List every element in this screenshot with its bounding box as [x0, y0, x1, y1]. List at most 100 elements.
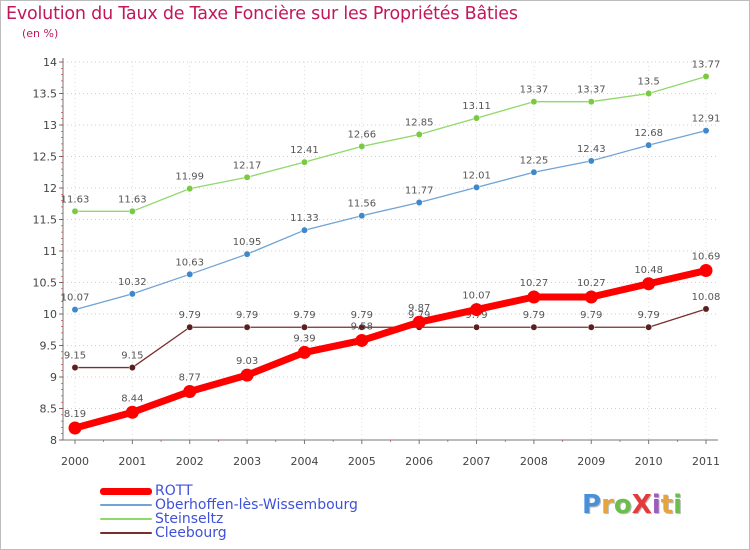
y-tick-label: 13: [43, 119, 57, 132]
y-tick-label: 10: [43, 308, 57, 321]
y-tick-label: 8.5: [40, 403, 58, 416]
data-point-rott: [642, 277, 656, 291]
data-label-steinseltz: 11.63: [118, 194, 147, 205]
data-point-oberhoffen-l-s-wissembourg: [473, 183, 480, 191]
x-tick-label: 2008: [520, 455, 548, 468]
data-label-cleebourg: 9.79: [351, 310, 373, 321]
x-tick-label: 2004: [290, 455, 318, 468]
data-label-oberhoffen-l-s-wissembourg: 10.07: [61, 293, 90, 304]
data-point-cleebourg: [71, 364, 79, 371]
data-point-cleebourg: [473, 323, 480, 331]
data-point-steinseltz: [186, 185, 194, 193]
data-label-rott: 10.07: [462, 291, 491, 302]
data-point-rott: [183, 384, 197, 398]
y-tick-label: 8: [50, 434, 57, 447]
data-point-oberhoffen-l-s-wissembourg: [645, 141, 653, 149]
data-point-steinseltz: [473, 114, 480, 122]
logo-letter: o: [613, 490, 632, 520]
data-label-cleebourg: 9.79: [179, 310, 201, 321]
data-point-cleebourg: [243, 323, 251, 331]
data-point-steinseltz: [71, 207, 79, 215]
x-tick-label: 2009: [577, 455, 605, 468]
x-tick-label: 2003: [233, 455, 261, 468]
data-point-cleebourg: [587, 323, 595, 331]
data-label-rott: 9.58: [351, 321, 373, 332]
chart-title: Evolution du Taux de Taxe Foncière sur l…: [6, 4, 518, 24]
data-label-rott: 8.77: [179, 372, 201, 383]
data-point-steinseltz: [128, 207, 136, 215]
data-label-steinseltz: 12.17: [233, 160, 262, 171]
y-tick-label: 11.5: [33, 214, 58, 227]
data-point-oberhoffen-l-s-wissembourg: [301, 226, 308, 234]
data-label-oberhoffen-l-s-wissembourg: 11.77: [405, 185, 434, 196]
series-line-oberhoffen-l-s-wissembourg: [74, 130, 707, 311]
data-point-steinseltz: [358, 142, 366, 150]
data-label-steinseltz: 13.5: [638, 77, 660, 88]
data-point-rott: [297, 345, 311, 359]
data-label-cleebourg: 9.79: [638, 310, 660, 321]
logo-letter: X: [631, 490, 652, 520]
data-label-cleebourg: 9.15: [64, 351, 86, 362]
logo-letter: P: [582, 490, 602, 520]
data-label-oberhoffen-l-s-wissembourg: 12.43: [577, 144, 606, 155]
data-point-steinseltz: [530, 98, 538, 106]
data-label-oberhoffen-l-s-wissembourg: 10.32: [118, 277, 147, 288]
y-tick-label: 12: [43, 182, 57, 195]
x-tick-label: 2010: [635, 455, 663, 468]
legend-label: Steinseltz: [155, 511, 224, 527]
data-point-oberhoffen-l-s-wissembourg: [358, 212, 366, 220]
data-point-rott: [125, 405, 139, 419]
data-label-cleebourg: 9.79: [580, 310, 602, 321]
data-label-cleebourg: 9.79: [523, 310, 545, 321]
x-tick-label: 2006: [405, 455, 433, 468]
data-point-rott: [412, 315, 426, 329]
series-line-rott: [71, 267, 710, 432]
data-label-steinseltz: 13.77: [692, 59, 721, 70]
data-label-rott: 8.19: [64, 409, 86, 420]
data-point-rott: [584, 290, 598, 304]
data-label-rott: 9.39: [293, 333, 315, 344]
data-point-cleebourg: [186, 323, 194, 331]
x-tick-label: 2005: [348, 455, 376, 468]
data-label-steinseltz: 13.11: [462, 101, 491, 112]
data-label-oberhoffen-l-s-wissembourg: 11.56: [347, 199, 376, 210]
data-label-oberhoffen-l-s-wissembourg: 12.25: [520, 155, 549, 166]
data-label-steinseltz: 11.63: [61, 194, 90, 205]
data-point-steinseltz: [645, 90, 653, 97]
data-point-rott: [355, 333, 369, 347]
y-tick-label: 11: [43, 245, 57, 258]
data-label-steinseltz: 13.37: [520, 85, 549, 96]
data-label-oberhoffen-l-s-wissembourg: 10.95: [233, 237, 262, 248]
data-point-oberhoffen-l-s-wissembourg: [587, 157, 595, 165]
data-point-steinseltz: [243, 173, 251, 181]
y-tick-label: 9: [50, 371, 57, 384]
data-point-oberhoffen-l-s-wissembourg: [702, 127, 710, 135]
legend-label: ROTT: [155, 483, 193, 499]
data-point-oberhoffen-l-s-wissembourg: [530, 168, 538, 176]
data-point-steinseltz: [301, 158, 308, 166]
data-label-oberhoffen-l-s-wissembourg: 12.01: [462, 170, 491, 181]
data-label-oberhoffen-l-s-wissembourg: 10.63: [175, 257, 204, 268]
x-tick-label: 2000: [61, 455, 89, 468]
data-label-oberhoffen-l-s-wissembourg: 12.91: [692, 114, 721, 125]
x-tick-label: 2002: [176, 455, 204, 468]
data-point-oberhoffen-l-s-wissembourg: [186, 270, 194, 278]
data-point-steinseltz: [415, 131, 423, 138]
proxiti-logo: ProXiti: [582, 490, 682, 520]
data-label-rott: 9.03: [236, 356, 258, 367]
y-tick-label: 14: [43, 56, 57, 69]
legend-label: Cleebourg: [155, 525, 227, 541]
y-tick-label: 13.5: [33, 88, 58, 101]
data-point-cleebourg: [128, 364, 136, 371]
logo-letter: i: [651, 490, 661, 520]
data-point-cleebourg: [358, 323, 366, 331]
series-line-steinseltz: [74, 75, 707, 212]
data-point-oberhoffen-l-s-wissembourg: [71, 306, 79, 314]
data-point-cleebourg: [530, 323, 538, 331]
data-label-steinseltz: 12.66: [347, 129, 376, 140]
data-label-oberhoffen-l-s-wissembourg: 12.68: [634, 128, 663, 139]
logo-letter: i: [673, 490, 683, 520]
data-point-oberhoffen-l-s-wissembourg: [243, 250, 251, 258]
data-label-steinseltz: 12.85: [405, 117, 434, 128]
